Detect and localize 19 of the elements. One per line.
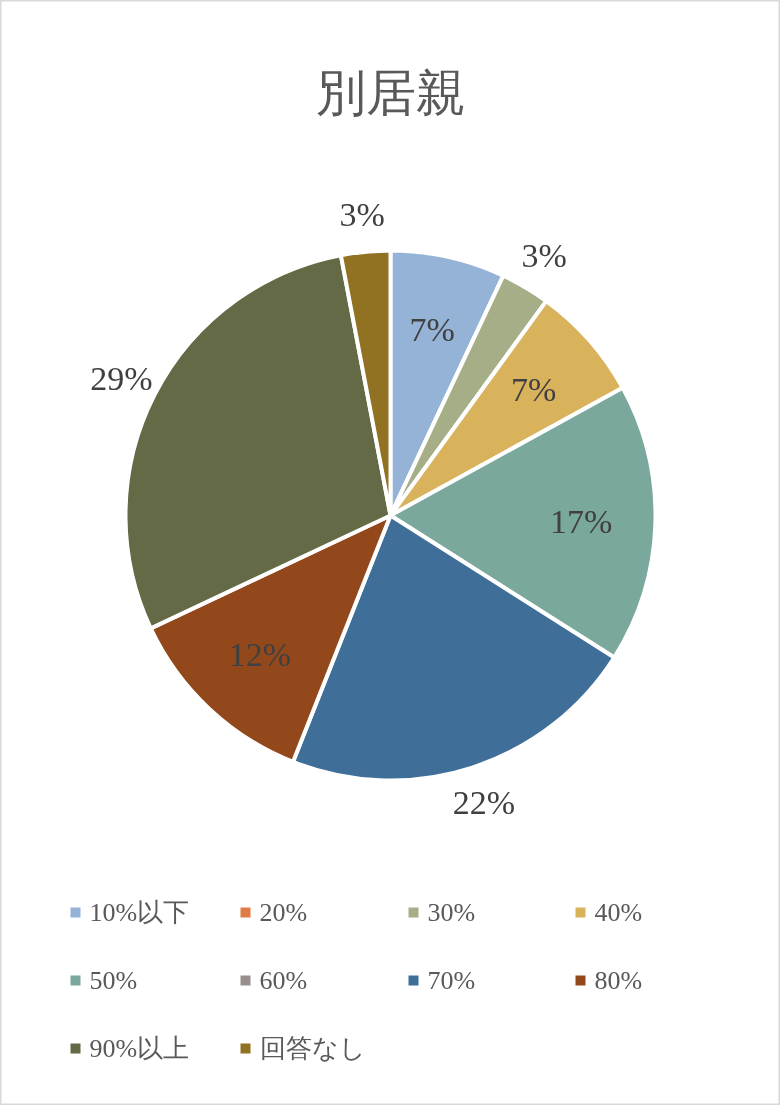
legend-label: 40% <box>594 898 643 927</box>
legend-label: 60% <box>259 966 308 995</box>
data-label: 7% <box>510 370 557 408</box>
legend-label: 回答なし <box>259 1034 366 1063</box>
data-label: 3% <box>521 236 567 274</box>
data-label: 17% <box>550 502 613 540</box>
data-label: 22% <box>452 784 516 822</box>
legend-label: 30% <box>427 898 476 927</box>
data-label: 3% <box>339 196 385 234</box>
data-label: 29% <box>90 359 153 397</box>
data-label: 7% <box>409 310 455 348</box>
legend-label: 80% <box>594 966 643 995</box>
legend-label: 50% <box>89 966 138 995</box>
legend-label: 70% <box>427 966 476 995</box>
legend-label: 10%以下 <box>89 898 190 927</box>
legend-label: 20% <box>259 898 308 927</box>
legend-label: 90%以上 <box>89 1034 190 1063</box>
data-label: 12% <box>228 636 292 674</box>
chart-title: 別居親 <box>315 64 466 121</box>
